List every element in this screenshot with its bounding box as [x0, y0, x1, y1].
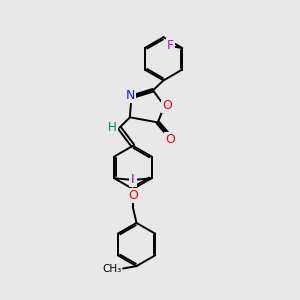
Text: H: H — [108, 121, 117, 134]
Text: O: O — [128, 189, 138, 202]
Text: I: I — [130, 173, 134, 186]
Text: O: O — [163, 99, 172, 112]
Text: CH₃: CH₃ — [102, 263, 122, 274]
Text: F: F — [167, 39, 174, 52]
Text: O: O — [165, 133, 175, 146]
Text: N: N — [125, 89, 135, 102]
Text: I: I — [132, 173, 136, 186]
